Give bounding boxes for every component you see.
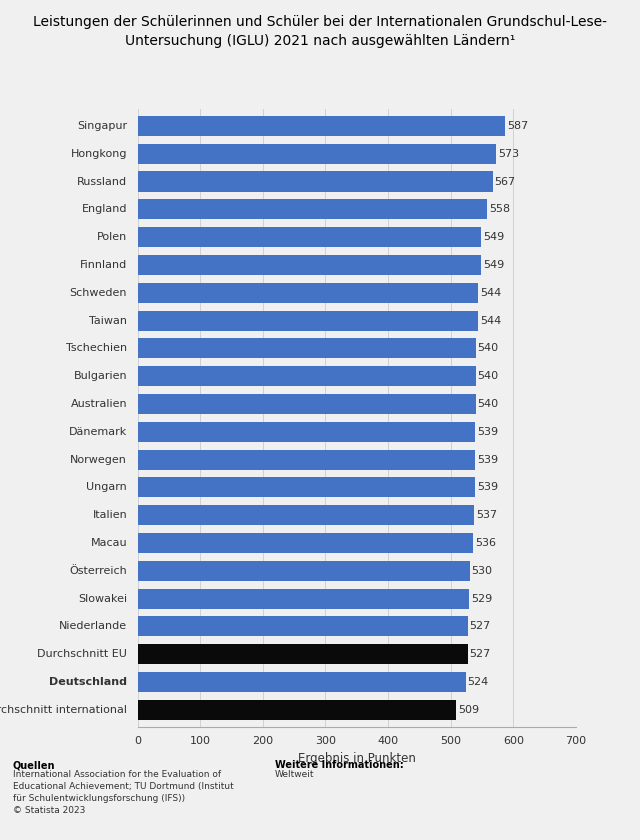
- Text: 527: 527: [470, 649, 491, 659]
- Text: 537: 537: [476, 510, 497, 520]
- Text: 536: 536: [475, 538, 496, 548]
- Bar: [138, 144, 497, 164]
- Bar: [138, 644, 468, 664]
- Bar: [138, 255, 481, 275]
- Text: 529: 529: [471, 594, 492, 604]
- Text: 540: 540: [477, 399, 499, 409]
- Text: 530: 530: [472, 566, 492, 576]
- Text: 544: 544: [480, 316, 501, 326]
- Bar: [138, 700, 456, 720]
- Bar: [138, 171, 493, 192]
- Text: Weltweit: Weltweit: [275, 770, 315, 780]
- Text: 527: 527: [470, 622, 491, 632]
- Text: 539: 539: [477, 482, 498, 492]
- Bar: [138, 477, 475, 497]
- Text: 558: 558: [489, 204, 510, 214]
- Bar: [138, 533, 474, 553]
- Text: 540: 540: [477, 344, 499, 354]
- Bar: [138, 394, 476, 414]
- Bar: [138, 422, 475, 442]
- Bar: [138, 672, 466, 692]
- Bar: [138, 227, 481, 247]
- Text: 540: 540: [477, 371, 499, 381]
- Bar: [138, 199, 487, 219]
- Text: Weitere Informationen:: Weitere Informationen:: [275, 760, 404, 770]
- Bar: [138, 283, 478, 302]
- Text: 539: 539: [477, 427, 498, 437]
- Bar: [138, 561, 470, 581]
- Bar: [138, 449, 475, 470]
- Text: 587: 587: [507, 121, 529, 131]
- Bar: [138, 589, 469, 609]
- Text: 524: 524: [468, 677, 489, 687]
- Text: International Association for the Evaluation of
Educational Achievement; TU Dort: International Association for the Evalua…: [13, 770, 234, 815]
- Bar: [138, 116, 505, 136]
- Text: 544: 544: [480, 288, 501, 297]
- Text: Leistungen der Schülerinnen und Schüler bei der Internationalen Grundschul-Lese-: Leistungen der Schülerinnen und Schüler …: [33, 15, 607, 48]
- Text: 509: 509: [458, 705, 479, 715]
- Bar: [138, 311, 478, 331]
- Text: Quellen: Quellen: [13, 760, 55, 770]
- Bar: [138, 617, 468, 637]
- X-axis label: Ergebnis in Punkten: Ergebnis in Punkten: [298, 752, 416, 765]
- Text: 539: 539: [477, 454, 498, 465]
- Text: 549: 549: [483, 260, 504, 270]
- Bar: [138, 339, 476, 359]
- Text: 567: 567: [495, 176, 516, 186]
- Text: 573: 573: [499, 149, 520, 159]
- Text: 549: 549: [483, 232, 504, 242]
- Bar: [138, 505, 474, 525]
- Bar: [138, 366, 476, 386]
